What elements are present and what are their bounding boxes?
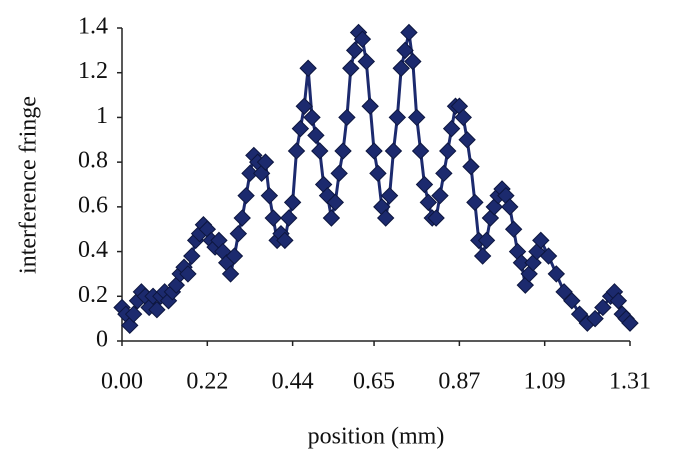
marker bbox=[233, 209, 251, 227]
marker bbox=[256, 153, 275, 171]
marker bbox=[179, 265, 197, 283]
y-axis-label: interference fringe bbox=[16, 96, 42, 274]
marker bbox=[431, 186, 449, 205]
marker bbox=[237, 186, 255, 205]
marker bbox=[621, 314, 639, 332]
marker bbox=[334, 142, 352, 160]
marker bbox=[442, 119, 461, 138]
marker bbox=[280, 209, 298, 227]
marker bbox=[221, 265, 240, 283]
marker bbox=[563, 292, 581, 310]
x-axis-label: position (mm) bbox=[308, 424, 445, 450]
marker bbox=[477, 231, 496, 250]
marker bbox=[609, 292, 628, 310]
marker bbox=[322, 209, 341, 227]
marker bbox=[121, 316, 139, 335]
marker bbox=[501, 198, 519, 216]
marker bbox=[287, 142, 306, 160]
marker bbox=[369, 164, 387, 183]
marker bbox=[264, 209, 282, 227]
marker bbox=[276, 231, 294, 250]
marker bbox=[396, 41, 414, 60]
marker bbox=[466, 193, 484, 212]
marker bbox=[404, 52, 422, 71]
marker bbox=[318, 186, 337, 205]
marker bbox=[458, 131, 476, 149]
y-tick-label: 1.2 bbox=[78, 58, 108, 84]
marker bbox=[516, 276, 535, 294]
marker bbox=[454, 108, 472, 127]
y-tick-label: 0.6 bbox=[78, 192, 108, 218]
marker bbox=[547, 265, 566, 283]
marker bbox=[295, 97, 313, 115]
marker bbox=[353, 30, 372, 48]
x-tick-label: 0.87 bbox=[438, 369, 480, 395]
marker bbox=[427, 209, 445, 227]
marker bbox=[326, 193, 344, 212]
marker bbox=[411, 142, 430, 160]
marker bbox=[291, 119, 310, 138]
marker bbox=[124, 305, 143, 323]
y-tick-label: 0.8 bbox=[78, 148, 108, 174]
marker bbox=[594, 298, 612, 317]
marker bbox=[229, 224, 248, 243]
marker bbox=[167, 276, 185, 294]
marker bbox=[388, 108, 407, 127]
marker bbox=[512, 254, 531, 272]
marker bbox=[435, 164, 453, 183]
marker bbox=[408, 108, 426, 127]
marker bbox=[586, 309, 604, 328]
marker bbox=[532, 231, 550, 250]
y-tick-label: 0.4 bbox=[78, 237, 108, 263]
y-tick-label: 1 bbox=[96, 103, 108, 129]
x-tick-label: 0.65 bbox=[353, 369, 395, 395]
marker bbox=[311, 142, 329, 160]
marker bbox=[260, 186, 279, 205]
marker bbox=[361, 97, 379, 115]
marker bbox=[485, 198, 503, 216]
marker bbox=[439, 142, 457, 160]
x-tick-label: 1.31 bbox=[609, 369, 651, 395]
marker bbox=[376, 209, 395, 227]
marker bbox=[345, 41, 364, 60]
x-tick-label: 1.09 bbox=[524, 369, 566, 395]
marker bbox=[392, 59, 410, 77]
x-tick-label: 0.22 bbox=[186, 369, 228, 395]
marker bbox=[365, 142, 383, 160]
marker bbox=[539, 247, 558, 265]
y-tick-label: 0.2 bbox=[78, 282, 108, 308]
marker bbox=[462, 157, 480, 176]
marker bbox=[357, 52, 376, 71]
marker bbox=[330, 164, 348, 183]
x-tick-label: 0.44 bbox=[272, 369, 314, 395]
marker bbox=[415, 175, 434, 194]
marker bbox=[384, 142, 403, 160]
marker bbox=[380, 186, 399, 205]
marker bbox=[148, 300, 166, 319]
marker bbox=[307, 126, 325, 145]
marker bbox=[338, 108, 356, 127]
marker bbox=[473, 247, 492, 265]
marker bbox=[504, 220, 523, 238]
y-tick-label: 0 bbox=[96, 327, 108, 353]
marker bbox=[225, 247, 244, 265]
marker bbox=[419, 193, 438, 212]
marker bbox=[252, 164, 271, 183]
marker bbox=[241, 164, 259, 183]
y-tick-label: 1.4 bbox=[78, 14, 108, 40]
marker bbox=[400, 23, 418, 42]
marker bbox=[342, 59, 360, 77]
marker bbox=[299, 59, 317, 77]
marker bbox=[183, 247, 201, 265]
marker bbox=[303, 108, 321, 127]
marker bbox=[283, 193, 302, 212]
x-tick-label: 0.00 bbox=[101, 369, 143, 395]
